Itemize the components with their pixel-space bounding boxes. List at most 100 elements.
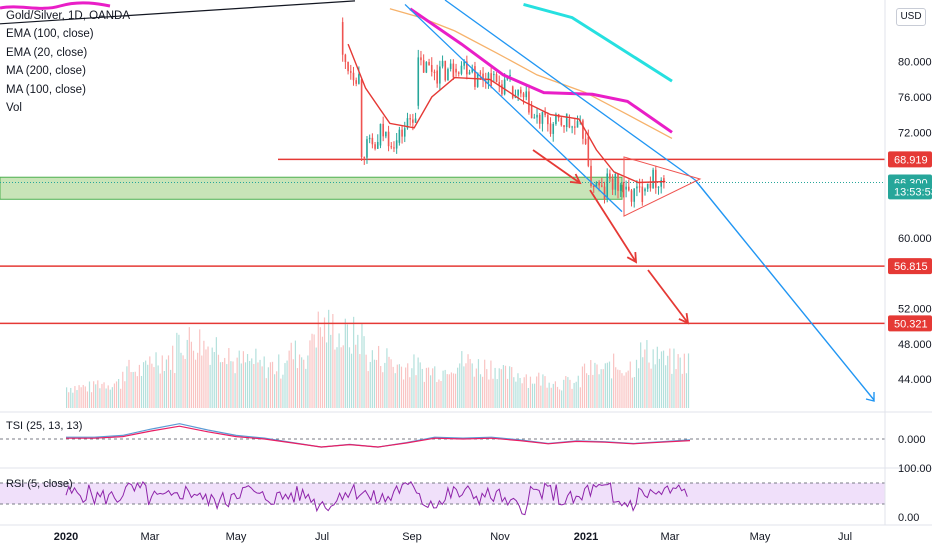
price-axis: 80.000 76.000 72.000 60.000 52.000 48.000 44.0…: [884, 0, 932, 525]
volume-bar: [631, 377, 633, 408]
time-tick: Mar: [141, 531, 160, 543]
volume-bar: [519, 377, 521, 408]
volume-bar: [353, 316, 355, 408]
volume-bar: [504, 365, 507, 408]
volume-bar: [598, 374, 600, 408]
price-tag-bg: [888, 151, 932, 168]
time-tick: May: [750, 531, 771, 543]
volume-bar: [136, 376, 138, 408]
candle-body: [646, 183, 649, 189]
volume-bar: [407, 363, 409, 408]
candle-body: [493, 74, 495, 76]
candle-body: [487, 73, 490, 84]
candle-body: [606, 173, 609, 199]
volume-bar: [107, 385, 109, 408]
candle-body: [619, 184, 622, 191]
volume-bar: [72, 392, 74, 408]
volume-bar: [427, 367, 430, 408]
volume-bar: [469, 358, 471, 408]
candle-body: [347, 61, 349, 72]
candle-body: [479, 72, 482, 74]
volume-bar: [232, 361, 234, 408]
candle-body: [382, 123, 384, 137]
legend-ma100[interactable]: MA (100, close): [6, 83, 86, 96]
volume-bar: [479, 374, 482, 408]
time-tick: 2020: [54, 531, 78, 543]
candle-body: [655, 169, 657, 188]
volume-bar: [452, 373, 455, 408]
volume-bar: [319, 327, 321, 408]
symbol-title[interactable]: Gold/Silver, 1D, OANDA: [6, 10, 130, 22]
volume-bar: [575, 381, 577, 408]
candle-body: [401, 129, 403, 137]
candle-body: [352, 72, 355, 81]
price-tick: 60.000: [898, 233, 932, 245]
rsi-label[interactable]: RSI (5, close): [6, 478, 73, 490]
volume-bar: [442, 370, 444, 408]
currency-button[interactable]: USD: [896, 8, 926, 26]
volume-bar: [396, 364, 398, 408]
candle-body: [520, 89, 522, 94]
volume-bar: [662, 350, 665, 408]
legend-ema20[interactable]: EMA (20, close): [6, 46, 88, 59]
price-tag-label: 50.321: [894, 318, 928, 330]
volume-bar: [124, 381, 126, 408]
candle-body: [360, 79, 363, 158]
price-tag: 56.815: [888, 258, 932, 275]
candle-body: [444, 60, 447, 81]
legend-ma200[interactable]: MA (200, close): [6, 65, 86, 78]
candle-body: [598, 182, 600, 186]
volume-bar: [558, 389, 561, 408]
candle-body: [441, 60, 444, 67]
candle-body: [341, 22, 344, 55]
volume-bar: [450, 372, 452, 408]
volume-bar: [594, 362, 596, 408]
volume-bar: [502, 365, 504, 408]
volume-bar: [440, 381, 442, 408]
candle-body: [549, 123, 552, 134]
volume-bar: [525, 374, 527, 408]
volume-bar: [629, 361, 631, 408]
candle-body: [565, 113, 568, 128]
volume-bar: [157, 365, 159, 408]
rsi-tick: 100.00: [898, 463, 932, 475]
legend-vol[interactable]: Vol: [6, 102, 22, 115]
volume-bar: [265, 378, 267, 408]
volume-bar: [280, 378, 282, 408]
volume-bar: [261, 366, 263, 408]
volume-bar: [382, 372, 384, 408]
volume-bar: [118, 379, 120, 408]
volume-bar: [482, 376, 484, 408]
volume-bar: [405, 367, 407, 408]
volume-bar: [432, 368, 434, 408]
tsi-label[interactable]: TSI (25, 13, 13): [6, 420, 83, 432]
volume-bar: [180, 352, 182, 408]
volume-bar: [317, 311, 319, 408]
volume-bar: [134, 371, 136, 408]
volume-bar: [506, 378, 509, 408]
volume-bar: [95, 384, 97, 408]
ma100-line: [409, 7, 673, 134]
volume-bar: [471, 363, 473, 408]
candle-body: [517, 89, 519, 96]
legend-ema100[interactable]: EMA (100, close): [6, 28, 94, 41]
candle-body: [560, 117, 563, 126]
volume-bar: [384, 362, 386, 408]
candle-body: [379, 123, 382, 146]
candle-body: [368, 137, 371, 140]
candle-body: [406, 118, 409, 129]
candle-body: [428, 62, 430, 66]
volume-bar: [357, 334, 359, 408]
volume-bar: [390, 359, 392, 408]
volume-bar: [375, 359, 378, 408]
volume-bar: [685, 373, 688, 408]
candle-body: [436, 70, 438, 84]
volume-bar: [203, 340, 205, 408]
trendline-upper: [0, 0, 356, 25]
volume-bar: [492, 378, 494, 408]
volume-bar: [413, 354, 415, 408]
volume-bar: [544, 376, 546, 408]
volume-bar: [249, 360, 251, 408]
volume-bar: [619, 370, 621, 408]
